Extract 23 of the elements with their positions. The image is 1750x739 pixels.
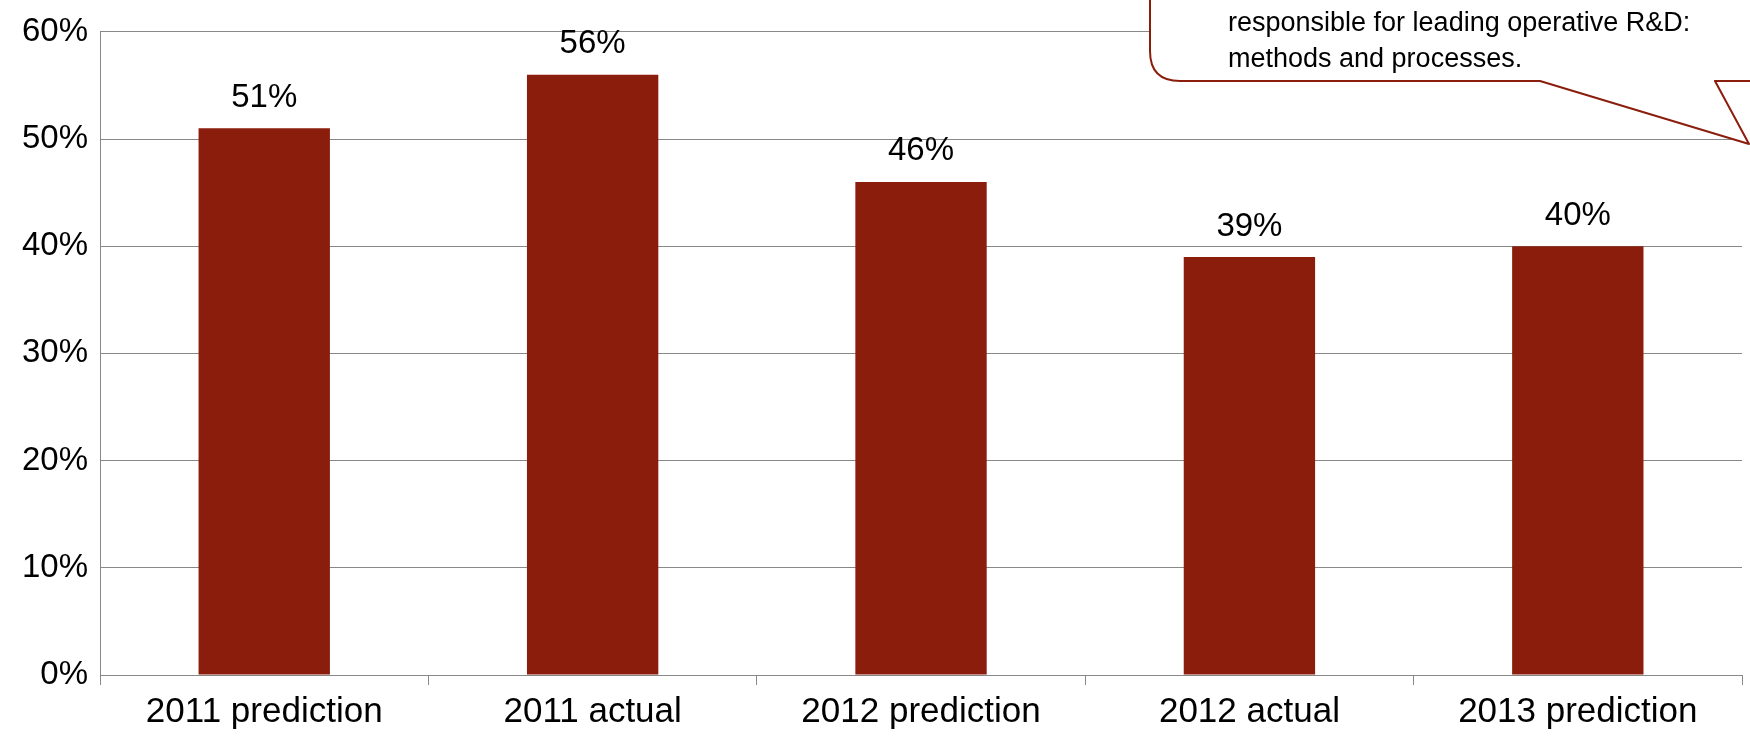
y-tick-label: 60% [21,10,89,48]
y-tick-label: 30% [21,332,89,370]
y-tick-label: 20% [21,439,89,477]
x-tick-label: 2012 prediction [801,689,1041,729]
y-tick-label: 40% [21,225,89,263]
y-tick-label: 0% [40,654,89,692]
x-tick-label: 2011 actual [503,689,682,729]
data-label: 46% [887,130,955,168]
y-tick-label: 50% [21,118,89,156]
bar [526,74,659,675]
y-tick-label: 10% [21,546,89,584]
x-tick-label: 2013 prediction [1458,689,1698,729]
x-tick-label: 2011 prediction [145,689,383,729]
bar [855,181,987,675]
data-label: 39% [1216,205,1283,243]
bar [1183,256,1316,675]
data-label: 40% [1544,194,1611,232]
bar [198,128,330,675]
data-label: 51% [231,76,298,114]
bar [1512,246,1644,675]
data-label: 56% [559,23,626,61]
x-tick-label: 2012 actual [1158,689,1340,729]
annotation: responsible for leading operative R&D: methods and processes. [1228,6,1692,75]
